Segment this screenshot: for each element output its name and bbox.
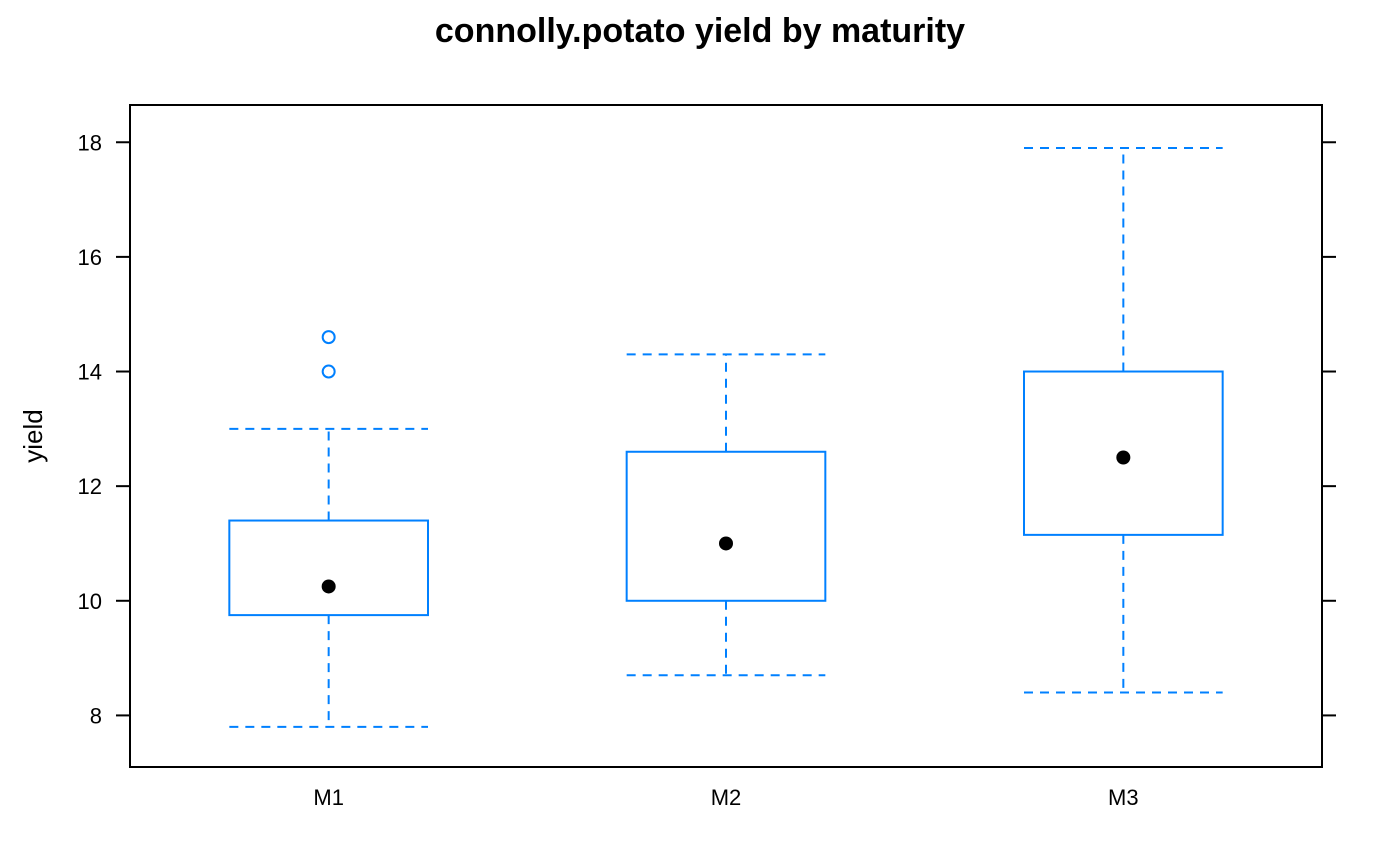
x-axis: M1 M2 M3 [313,785,1138,810]
median-dot [719,536,733,551]
outlier-point [321,330,336,345]
y-axis-label: yield [18,409,48,462]
plot-frame [129,104,1323,768]
y-tick-label: 16 [78,245,102,270]
chart-title: connolly.potato yield by maturity [434,12,966,50]
outlier-point [321,364,336,379]
x-category-label: M3 [1108,785,1139,810]
median-dot [1116,450,1131,465]
y-axis: 8 10 12 14 16 18 [78,130,1336,728]
y-tick-label: 8 [90,703,102,728]
y-tick-label: 12 [78,474,102,499]
y-tick-label: 10 [78,589,102,614]
box-iqr [228,519,429,617]
median-dot [321,579,336,594]
x-category-label: M2 [711,785,742,810]
x-category-label: M1 [313,785,344,810]
box-iqr [625,450,827,602]
y-tick-label: 18 [78,130,102,155]
boxes-layer [228,146,1224,728]
y-tick-label: 14 [78,360,102,385]
